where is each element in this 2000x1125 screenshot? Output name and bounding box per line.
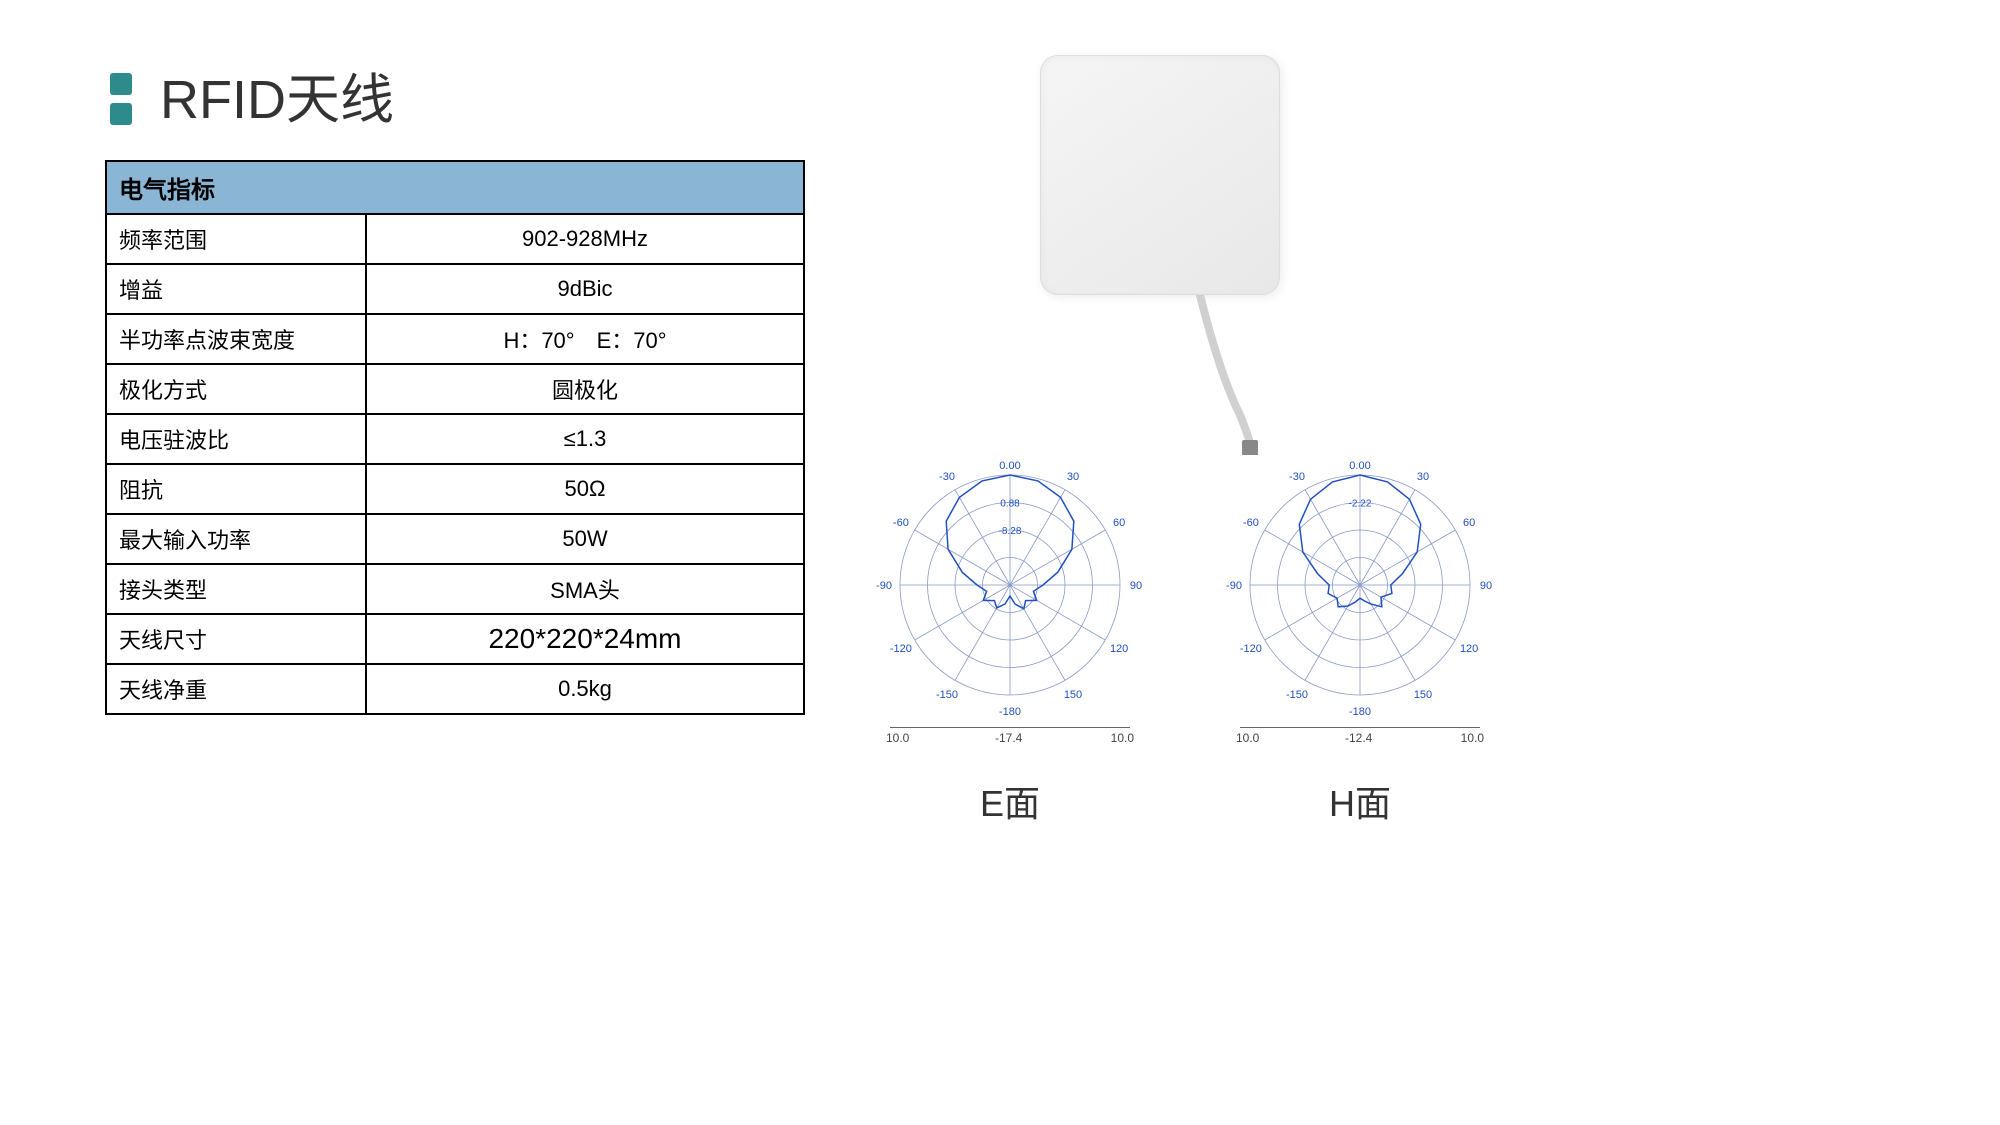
spec-label: 阻抗 — [106, 464, 366, 514]
polar-chart: -180-150-120-90-60-303060901201500.000.8… — [870, 445, 1150, 725]
bullet-icon — [110, 73, 132, 125]
table-row: 最大输入功率50W — [106, 514, 804, 564]
spec-value: 902-928MHz — [366, 214, 804, 264]
spec-value: 圆极化 — [366, 364, 804, 414]
svg-text:-60: -60 — [893, 517, 909, 529]
svg-text:150: 150 — [1064, 689, 1082, 701]
polar-axis: 10.0 -12.4 10.0 — [1220, 715, 1500, 745]
icon-square — [110, 103, 132, 125]
svg-text:-120: -120 — [890, 643, 912, 655]
svg-text:0.00: 0.00 — [999, 460, 1020, 472]
table-row: 增益9dBic — [106, 264, 804, 314]
antenna-product-image — [1040, 55, 1300, 395]
polar-plot: -180-150-120-90-60-303060901201500.00-2.… — [1220, 445, 1500, 827]
spec-value: 50Ω — [366, 464, 804, 514]
svg-text:30: 30 — [1067, 471, 1079, 483]
table-row: 天线净重0.5kg — [106, 664, 804, 714]
antenna-cable-icon — [1190, 295, 1310, 455]
svg-text:90: 90 — [1480, 580, 1492, 592]
table-row: 电压驻波比≤1.3 — [106, 414, 804, 464]
svg-text:-8.28: -8.28 — [999, 526, 1022, 537]
spec-label: 增益 — [106, 264, 366, 314]
spec-value: SMA头 — [366, 564, 804, 614]
table-row: 极化方式圆极化 — [106, 364, 804, 414]
polar-axis: 10.0 -17.4 10.0 — [870, 715, 1150, 745]
table-header: 电气指标 — [106, 161, 804, 214]
spec-label: 最大输入功率 — [106, 514, 366, 564]
svg-text:-60: -60 — [1243, 517, 1259, 529]
svg-text:150: 150 — [1414, 689, 1432, 701]
polar-chart: -180-150-120-90-60-303060901201500.00-2.… — [1220, 445, 1500, 725]
spec-value: ≤1.3 — [366, 414, 804, 464]
spec-value: 0.5kg — [366, 664, 804, 714]
spec-label: 天线尺寸 — [106, 614, 366, 664]
antenna-panel — [1040, 55, 1280, 295]
axis-label-left: 10.0 — [1236, 731, 1259, 745]
table-row: 天线尺寸220*220*24mm — [106, 614, 804, 664]
axis-label-left: 10.0 — [886, 731, 909, 745]
spec-label: 天线净重 — [106, 664, 366, 714]
svg-text:-150: -150 — [1286, 689, 1308, 701]
svg-text:60: 60 — [1113, 517, 1125, 529]
axis-label-right: 10.0 — [1461, 731, 1484, 745]
spec-value: 9dBic — [366, 264, 804, 314]
spec-label: 半功率点波束宽度 — [106, 314, 366, 364]
table-row: 频率范围902-928MHz — [106, 214, 804, 264]
svg-text:-30: -30 — [939, 471, 955, 483]
table-row: 接头类型SMA头 — [106, 564, 804, 614]
spec-table: 电气指标 频率范围902-928MHz增益9dBic半功率点波束宽度H：70° … — [105, 160, 805, 715]
polar-label: H面 — [1329, 775, 1391, 827]
table-row: 半功率点波束宽度H：70° E：70° — [106, 314, 804, 364]
svg-text:-150: -150 — [936, 689, 958, 701]
spec-label: 频率范围 — [106, 214, 366, 264]
icon-square — [110, 73, 132, 95]
axis-label-center: -17.4 — [995, 731, 1022, 745]
table-row: 阻抗50Ω — [106, 464, 804, 514]
svg-text:120: 120 — [1460, 643, 1478, 655]
axis-label-center: -12.4 — [1345, 731, 1372, 745]
svg-text:30: 30 — [1417, 471, 1429, 483]
svg-text:90: 90 — [1130, 580, 1142, 592]
svg-text:0.88: 0.88 — [1000, 499, 1020, 510]
svg-text:0.00: 0.00 — [1349, 460, 1370, 472]
svg-text:-120: -120 — [1240, 643, 1262, 655]
page-title: RFID天线 — [160, 55, 394, 134]
spec-value: H：70° E：70° — [366, 314, 804, 364]
spec-label: 接头类型 — [106, 564, 366, 614]
svg-text:120: 120 — [1110, 643, 1128, 655]
polar-label: E面 — [980, 775, 1040, 827]
svg-text:-2.22: -2.22 — [1349, 499, 1372, 510]
spec-value: 220*220*24mm — [366, 614, 804, 664]
polar-plot: -180-150-120-90-60-303060901201500.000.8… — [870, 445, 1150, 827]
spec-label: 极化方式 — [106, 364, 366, 414]
svg-text:-30: -30 — [1289, 471, 1305, 483]
spec-value: 50W — [366, 514, 804, 564]
spec-label: 电压驻波比 — [106, 414, 366, 464]
svg-text:60: 60 — [1463, 517, 1475, 529]
svg-text:-90: -90 — [1226, 580, 1242, 592]
svg-text:-90: -90 — [876, 580, 892, 592]
axis-label-right: 10.0 — [1111, 731, 1134, 745]
polar-diagrams: -180-150-120-90-60-303060901201500.000.8… — [870, 445, 1500, 827]
page-header: RFID天线 — [110, 55, 394, 134]
